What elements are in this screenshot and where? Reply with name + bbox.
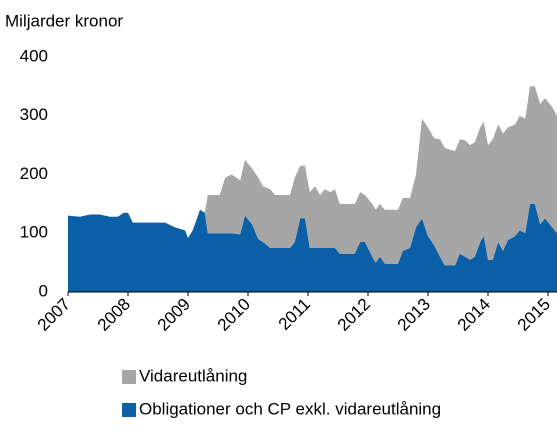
y-tick-label: 200 [20, 164, 48, 183]
x-tick-label: 2010 [214, 295, 254, 335]
area [68, 86, 557, 266]
x-tick-label: 2014 [454, 295, 494, 335]
x-tick-label: 2007 [34, 295, 74, 335]
y-tick-label: 400 [20, 46, 48, 65]
x-tick-label: 2012 [334, 295, 374, 335]
y-axis-label: Miljarder kronor [5, 11, 123, 30]
x-tick-label: 2011 [275, 295, 314, 334]
y-tick-label: 0 [39, 281, 48, 300]
x-tick-label: 2015 [514, 295, 554, 335]
x-tick-label: 2009 [154, 295, 194, 335]
legend-item: Obligationer och CP exkl. vidareutlåning [122, 399, 441, 418]
x-tick-label: 2013 [394, 295, 434, 335]
legend-label: Obligationer och CP exkl. vidareutlåning [139, 399, 441, 418]
x-tick-label: 2008 [94, 295, 134, 335]
legend-swatch [122, 370, 136, 384]
legend-swatch [122, 403, 136, 417]
legend-label: Vidareutlåning [139, 366, 247, 385]
y-tick-label: 100 [20, 223, 48, 242]
legend-item: Vidareutlåning [122, 366, 247, 385]
y-tick-label: 300 [20, 105, 48, 124]
